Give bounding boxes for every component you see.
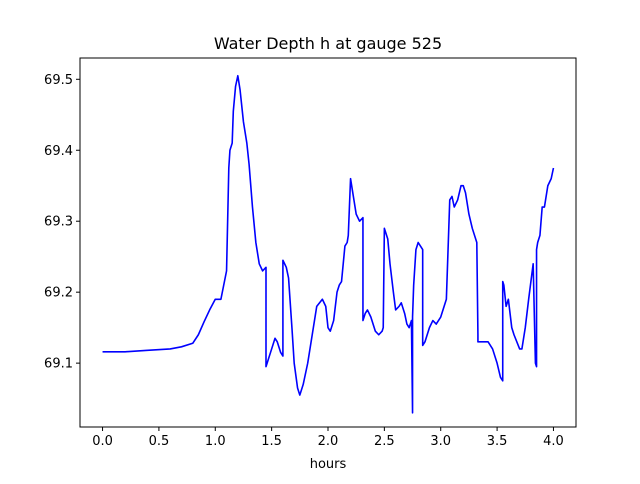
ticks-layer: 0.0 0.5 1.0 1.5 2.0 2.5 3.0 3.5 4.0 69.1 69.2 69.3 6… [44,73,564,449]
x-tick-label: 0.0 [92,434,113,449]
x-tick-label: 1.5 [261,434,282,449]
x-tick-label: 4.0 [543,434,564,449]
x-tick-label: 3.5 [487,434,508,449]
x-tick-label: 1.0 [205,434,226,449]
chart-title: Water Depth h at gauge 525 [214,34,442,53]
y-tick-label: 69.3 [44,215,73,230]
x-axis-label: hours [310,457,347,472]
x-tick-label: 3.0 [430,434,451,449]
x-tick-label: 0.5 [149,434,170,449]
y-tick-label: 69.1 [44,357,73,372]
y-tick-label: 69.5 [44,73,73,88]
x-tick-label: 2.0 [318,434,339,449]
x-tick-label: 2.5 [374,434,395,449]
y-tick-label: 69.2 [44,286,73,301]
plot-layer [102,74,555,414]
y-tick-label: 69.4 [44,144,73,159]
series-line-0 [102,74,555,414]
